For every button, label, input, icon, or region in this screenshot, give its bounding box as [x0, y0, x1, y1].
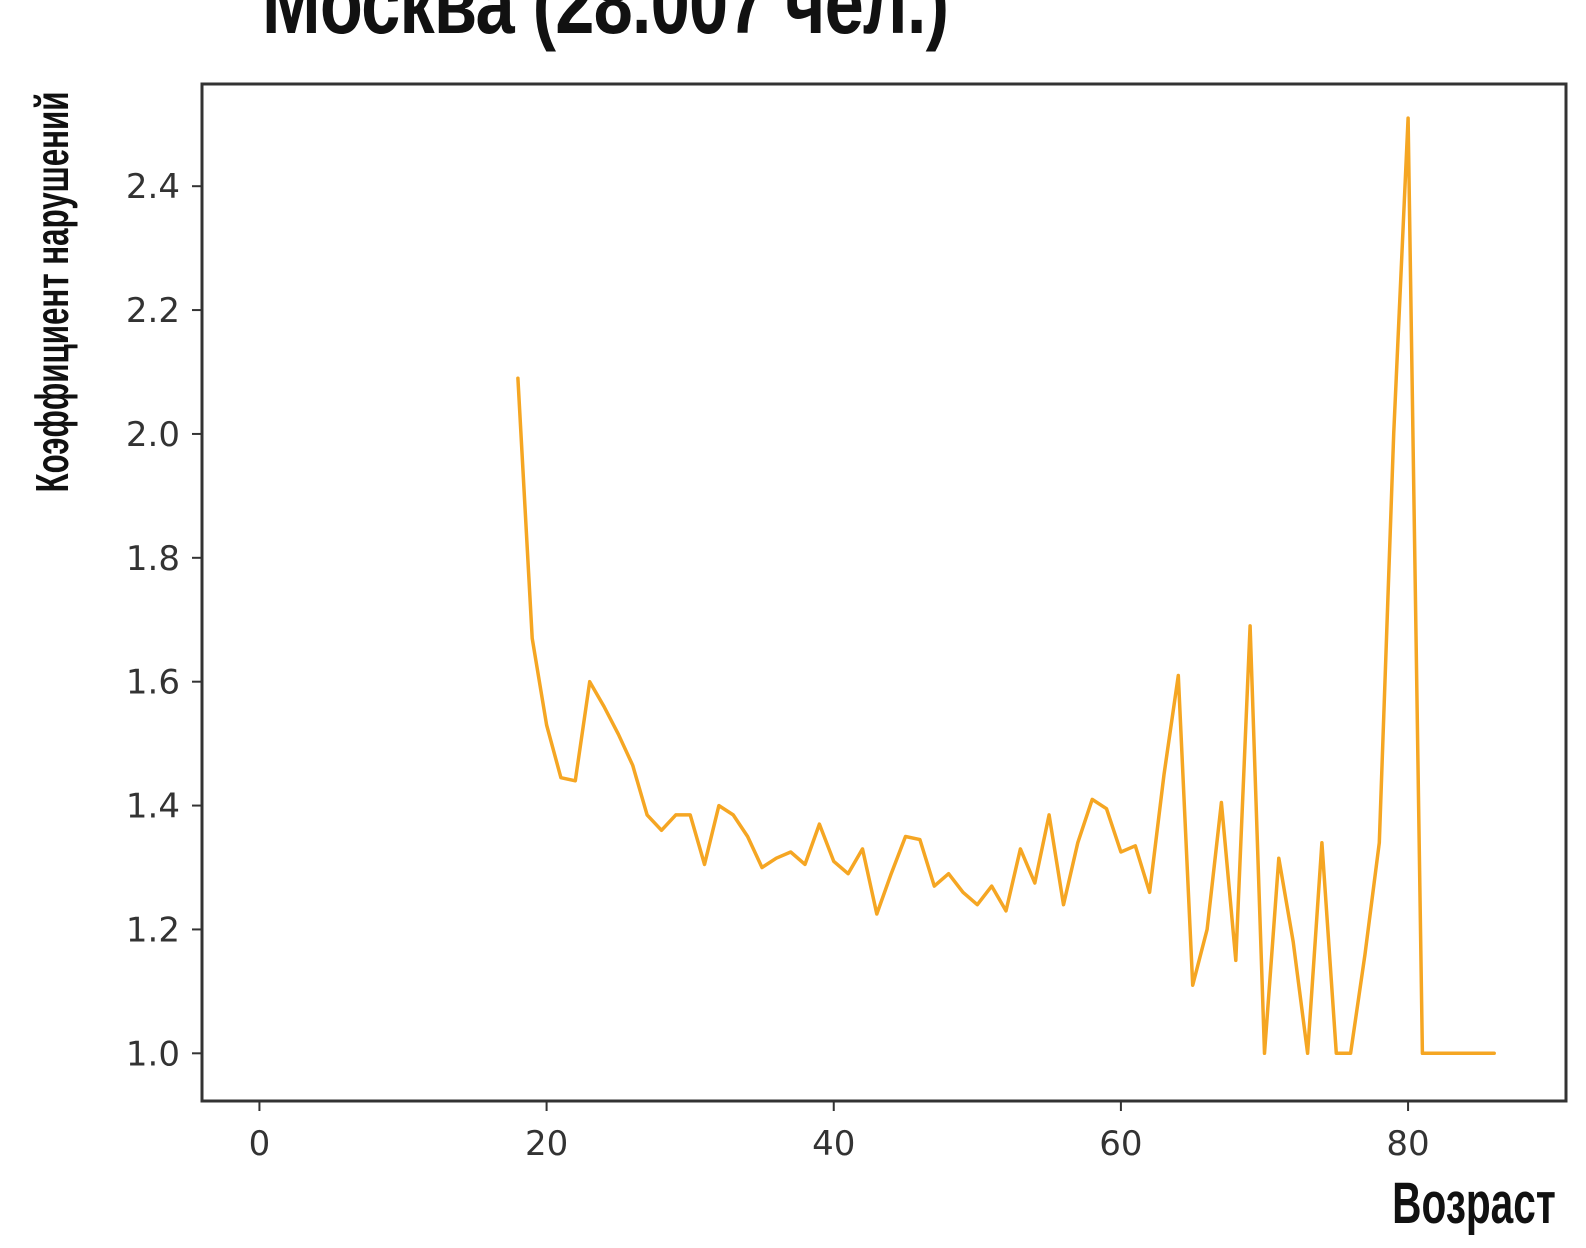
y-tick-label: 1.2	[126, 910, 180, 950]
x-tick-label: 20	[525, 1124, 568, 1164]
x-axis-ticks: 0 20 40 60 80	[249, 1101, 1430, 1164]
plot-frame	[200, 82, 1568, 1103]
y-tick-label: 1.6	[126, 663, 180, 703]
y-tick-label: 1.8	[126, 539, 180, 579]
chart-title: Москва (28.007 чел.)	[262, 0, 949, 52]
x-tick-label: 0	[249, 1124, 271, 1164]
y-tick-label: 2.0	[126, 415, 180, 455]
x-axis-label: Возраст	[1392, 1171, 1556, 1236]
x-tick-label: 40	[812, 1124, 855, 1164]
x-tick-label: 60	[1099, 1124, 1142, 1164]
y-tick-label: 1.0	[126, 1034, 180, 1074]
y-tick-label: 2.2	[126, 291, 180, 331]
y-tick-label: 1.4	[126, 787, 180, 827]
y-axis-ticks: 1.0 1.2 1.4 1.6 1.8 2.0 2.2 2.4	[126, 167, 202, 1074]
y-tick-label: 2.4	[126, 167, 180, 207]
series-line	[516, 116, 1496, 1056]
x-tick-label: 80	[1386, 1124, 1429, 1164]
series-group	[516, 116, 1496, 1056]
